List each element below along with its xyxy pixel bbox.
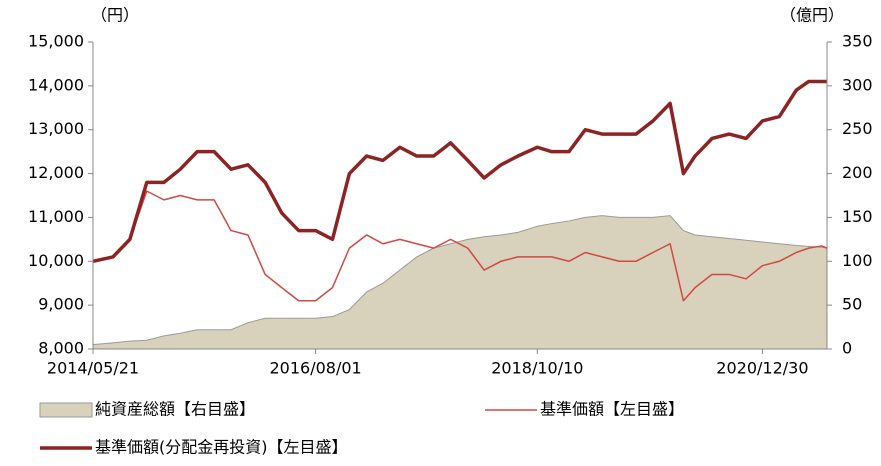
legend-swatch (39, 402, 93, 418)
y-tick-label: 11,000 (28, 207, 84, 226)
y2-tick-label: 0 (842, 339, 852, 358)
x-tick-label: 2016/08/01 (269, 359, 361, 378)
legend-label: 純資産総額【右目盛】 (95, 400, 255, 419)
y-tick-label: 14,000 (28, 75, 84, 94)
y2-tick-label: 150 (842, 207, 873, 226)
y-tick-label: 9,000 (38, 295, 84, 314)
x-tick-label: 2014/05/21 (47, 359, 139, 378)
net-assets-area (92, 215, 828, 350)
y2-tick-label: 250 (842, 119, 873, 138)
price-line (92, 190, 828, 302)
x-tick-label: 2020/12/30 (716, 359, 808, 378)
y-tick-label: 10,000 (28, 251, 84, 270)
y2-tick-label: 100 (842, 251, 873, 270)
x-tick-label: 2018/10/10 (491, 359, 583, 378)
y-tick-label: 13,000 (28, 119, 84, 138)
legend-label: 基準価額【左目盛】 (540, 400, 684, 419)
y2-unit-label: （億円） (780, 6, 844, 25)
price-line (92, 79, 827, 263)
y-unit-label: （円） (91, 6, 139, 25)
y2-tick-label: 300 (842, 75, 873, 94)
y2-tick-label: 50 (842, 295, 862, 314)
y-tick-label: 12,000 (28, 163, 84, 182)
y-tick-label: 8,000 (38, 339, 84, 358)
legend-label: 基準価額(分配金再投資)【左目盛】 (95, 438, 348, 457)
y-tick-label: 15,000 (28, 32, 84, 51)
y2-tick-label: 200 (842, 163, 873, 182)
y2-tick-label: 350 (842, 32, 873, 51)
